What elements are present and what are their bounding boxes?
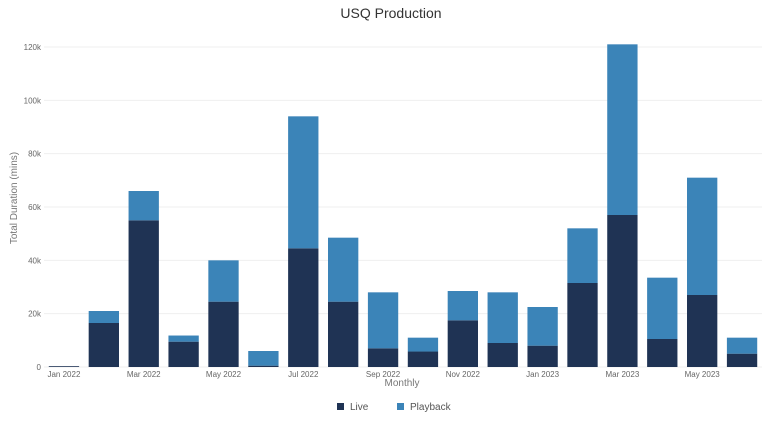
y-tick-label: 80k <box>28 150 42 159</box>
legend-swatch <box>337 403 344 410</box>
bar-segment-playback <box>567 228 598 283</box>
bar-segment-live <box>607 215 638 367</box>
bar-segment-playback <box>687 177 718 295</box>
x-tick-label: May 2022 <box>206 370 242 379</box>
legend-item-playback[interactable]: Playback <box>397 402 452 413</box>
bar-segment-live <box>407 351 439 367</box>
bar-segment-playback <box>88 311 119 323</box>
y-tick-label: 40k <box>28 256 42 265</box>
y-tick-labels: 0 20k 40k 60k 80k 100k 120k <box>24 43 42 372</box>
x-tick-label: Nov 2022 <box>446 370 481 379</box>
bar-segment-live <box>288 248 319 367</box>
x-tick-label: Jan 2023 <box>526 370 559 379</box>
bar-segment-playback <box>208 260 239 302</box>
bar-segment-playback <box>607 44 638 215</box>
bar-segment-playback <box>407 337 439 352</box>
legend: Live Playback <box>337 402 452 413</box>
x-axis-title: Monthly <box>384 378 419 389</box>
y-axis-title: Total Duration (mins) <box>9 152 20 244</box>
bar-segment-playback <box>647 277 678 339</box>
y-tick-label: 100k <box>24 96 42 105</box>
x-tick-label: Jan 2022 <box>47 370 80 379</box>
legend-label: Playback <box>410 402 452 413</box>
bar-segment-live <box>647 339 678 367</box>
bar-segment-live <box>726 353 758 367</box>
bar-segment-live <box>527 345 558 367</box>
bars <box>48 44 758 367</box>
bar-segment-playback <box>447 291 478 321</box>
bar-segment-playback <box>168 335 199 342</box>
gridlines <box>44 46 762 368</box>
x-tick-label: Mar 2023 <box>605 370 639 379</box>
bar-segment-live <box>367 348 399 367</box>
bar-segment-live <box>487 343 518 367</box>
y-tick-label: 20k <box>28 310 42 319</box>
x-tick-label: Mar 2022 <box>127 370 161 379</box>
bar-segment-playback <box>527 307 558 346</box>
legend-label: Live <box>350 402 369 413</box>
x-tick-label: Jul 2022 <box>288 370 319 379</box>
bar-segment-playback <box>487 292 518 343</box>
bar-segment-live <box>48 366 80 367</box>
bar-segment-live <box>687 295 718 367</box>
legend-item-live[interactable]: Live <box>337 402 369 413</box>
bar-segment-playback <box>128 191 159 221</box>
bar-segment-playback <box>367 292 399 349</box>
x-tick-label: Sep 2022 <box>366 370 401 379</box>
bar-segment-live <box>328 301 359 367</box>
legend-swatch <box>397 403 404 410</box>
bar-segment-live <box>567 283 598 367</box>
bar-segment-live <box>208 301 239 367</box>
x-tick-label: May 2023 <box>685 370 721 379</box>
bar-segment-live <box>168 341 199 367</box>
y-tick-label: 60k <box>28 203 42 212</box>
bar-segment-live <box>88 323 119 367</box>
y-tick-label: 120k <box>24 43 42 52</box>
bar-segment-playback <box>328 237 359 302</box>
bar-segment-playback <box>248 351 279 366</box>
bar-segment-playback <box>726 337 758 354</box>
bar-segment-playback <box>288 116 319 249</box>
bar-segment-live <box>128 220 159 367</box>
chart-title: USQ Production <box>340 5 441 21</box>
y-tick-label: 0 <box>37 363 42 372</box>
bar-segment-live <box>447 320 478 367</box>
bar-segment-live <box>248 365 279 367</box>
x-tick-labels: Jan 2022 Mar 2022 May 2022 Jul 2022 Sep 2022… <box>47 370 720 379</box>
